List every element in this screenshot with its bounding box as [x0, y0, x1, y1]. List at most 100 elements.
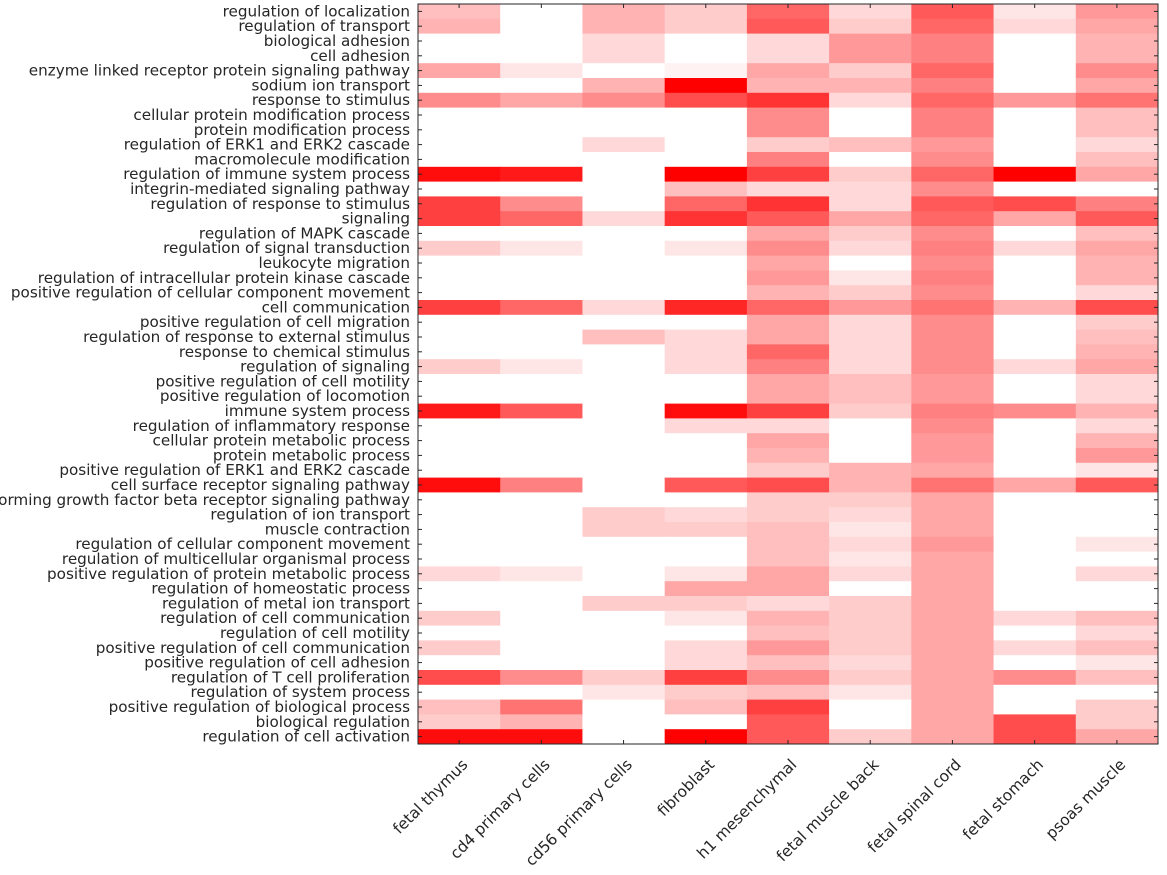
heatmap-cell: [746, 107, 830, 123]
heatmap-cell: [500, 551, 583, 567]
heatmap-cell: [911, 610, 995, 627]
heatmap-cell: [582, 78, 666, 94]
heatmap-cell: [911, 166, 995, 183]
heatmap-cell: [911, 640, 995, 656]
row-label: biological adhesion: [264, 32, 410, 50]
heatmap-cell: [911, 329, 995, 345]
heatmap-cell: [664, 166, 748, 183]
heatmap-cell: [1075, 522, 1159, 538]
heatmap-cell: [746, 211, 830, 227]
heatmap-cell: [993, 166, 1077, 183]
heatmap-cell: [746, 403, 830, 419]
heatmap-cell: [993, 714, 1077, 730]
row-label: transforming growth factor beta receptor…: [0, 491, 410, 509]
row-label: cell communication: [262, 298, 410, 316]
heatmap-cell: [993, 285, 1077, 301]
heatmap-cell: [418, 300, 501, 316]
heatmap-cell: [582, 655, 666, 671]
heatmap-cell: [664, 374, 748, 390]
heatmap-cell: [1075, 729, 1159, 745]
heatmap-cell: [746, 433, 830, 449]
row-label: regulation of immune system process: [123, 165, 410, 183]
heatmap-cell: [993, 137, 1077, 153]
row-label: positive regulation of cell migration: [140, 313, 410, 331]
heatmap-cell: [418, 48, 501, 64]
heatmap-cell: [911, 433, 995, 449]
heatmap-cell: [911, 507, 995, 523]
heatmap-cell: [418, 92, 501, 109]
heatmap-cell: [911, 448, 995, 464]
heatmap-cell: [582, 522, 666, 538]
row-label: positive regulation of cell communicatio…: [96, 639, 410, 657]
heatmap-cell: [746, 566, 830, 582]
row-ticks: [418, 10, 1158, 738]
row-label: regulation of homeostatic process: [151, 580, 410, 598]
heatmap-cell: [829, 92, 912, 109]
heatmap-cell: [911, 536, 995, 553]
heatmap-cell: [500, 581, 583, 597]
heatmap-cell: [911, 137, 995, 153]
heatmap-cell: [418, 240, 501, 257]
heatmap-cell: [1075, 551, 1159, 567]
heatmap-cell: [993, 211, 1077, 227]
heatmap-cell: [664, 655, 748, 671]
heatmap-cell: [1075, 536, 1159, 553]
heatmap-cell: [829, 240, 912, 257]
heatmap-cell: [911, 344, 995, 360]
heatmap-cell: [1075, 714, 1159, 730]
heatmap-cell: [746, 477, 830, 493]
heatmap-cell: [418, 211, 501, 227]
heatmap-cell: [746, 729, 830, 745]
heatmap-cell: [664, 581, 748, 597]
heatmap-cell: [500, 48, 583, 64]
heatmap-cell: [746, 92, 830, 109]
heatmap-cell: [1075, 166, 1159, 183]
heatmap-cell: [664, 670, 748, 686]
heatmap-cell: [500, 359, 583, 375]
heatmap-cell: [829, 196, 912, 212]
heatmap-cell: [418, 581, 501, 597]
heatmap-cell: [418, 4, 501, 20]
heatmap-cell: [911, 492, 995, 508]
heatmap-cell: [500, 655, 583, 671]
heatmap-cell: [1075, 625, 1159, 641]
heatmap-cell: [418, 596, 501, 612]
heatmap-cell: [582, 314, 666, 331]
heatmap-cell: [746, 152, 830, 168]
heatmap-cell: [418, 551, 501, 567]
heatmap-cell: [911, 625, 995, 641]
heatmap-cell: [664, 359, 748, 375]
heatmap-cell: [911, 374, 995, 390]
heatmap-cell: [500, 255, 583, 271]
heatmap-cell: [664, 699, 748, 715]
row-label: positive regulation of locomotion: [160, 387, 410, 405]
heatmap-cell: [500, 4, 583, 20]
heatmap-cell: [582, 492, 666, 508]
heatmap-cell: [993, 181, 1077, 197]
heatmap-cell: [1075, 285, 1159, 301]
row-label: leukocyte migration: [259, 254, 411, 272]
heatmap-cell: [829, 152, 912, 168]
row-label: regulation of T cell proliferation: [171, 668, 410, 686]
heatmap-cell: [993, 418, 1077, 434]
heatmap-cell: [500, 477, 583, 493]
row-label: muscle contraction: [265, 520, 410, 538]
heatmap-cell: [993, 270, 1077, 286]
heatmap-cell: [911, 477, 995, 493]
heatmap-cell: [664, 285, 748, 301]
heatmap-cell: [1075, 492, 1159, 508]
heatmap-cell: [993, 196, 1077, 212]
heatmap-cell: [993, 507, 1077, 523]
heatmap-cell: [746, 329, 830, 345]
heatmap-cell: [829, 684, 912, 701]
heatmap-cell: [582, 152, 666, 168]
row-label: positive regulation of cellular componen…: [11, 284, 410, 302]
row-label: integrin-mediated signaling pathway: [130, 180, 410, 198]
heatmap-cell: [500, 566, 583, 582]
heatmap-cell: [829, 48, 912, 64]
heatmap-cell: [418, 448, 501, 464]
heatmap-cell: [911, 240, 995, 257]
heatmap-cell: [829, 581, 912, 597]
